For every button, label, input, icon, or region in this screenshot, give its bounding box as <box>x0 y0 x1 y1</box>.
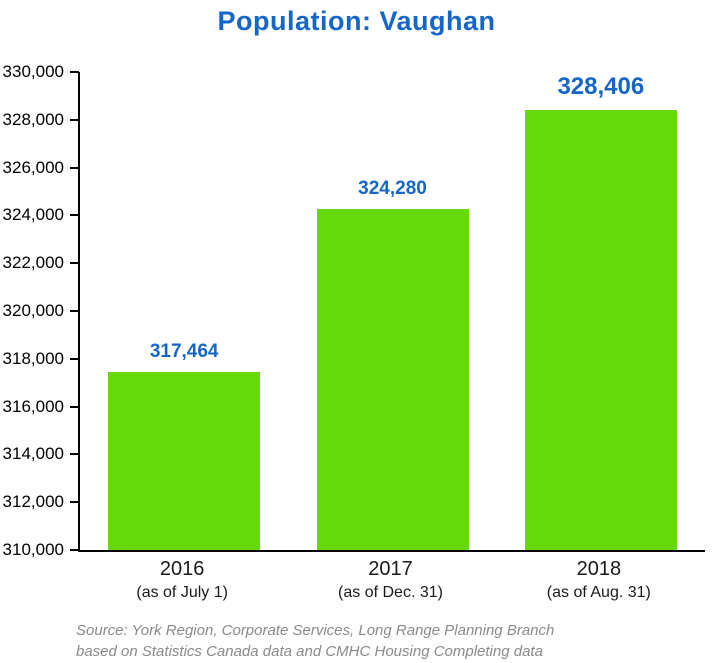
bar-column: 324,280 <box>316 72 469 550</box>
x-category-label: 2018 <box>576 558 622 580</box>
y-tick-mark <box>70 262 79 265</box>
y-tick-label: 320,000 <box>2 301 64 320</box>
bar-2017 <box>316 208 469 550</box>
plot-area: 317,464 324,280 328,406 <box>70 71 705 552</box>
bar-2018 <box>524 110 677 550</box>
y-tick-label: 314,000 <box>2 444 64 464</box>
x-axis-label: 2016 (as of July 1) <box>62 558 302 602</box>
y-tick-mark <box>70 357 79 360</box>
x-axis-label: 2017 (as of Dec. 31) <box>271 558 511 602</box>
y-tick-mark <box>70 166 79 169</box>
y-tick-label: 310,000 <box>2 540 64 559</box>
source-note: Source: York Region, Corporate Services,… <box>76 620 554 662</box>
x-axis: 2016 (as of July 1) 2017 (as of Dec. 31) 201… <box>78 554 703 612</box>
y-tick-mark <box>70 453 79 456</box>
source-line-2: based on Statistics Canada data and CMHC… <box>76 643 543 660</box>
y-tick-mark <box>70 405 79 408</box>
x-category-label: 2017 <box>368 558 413 580</box>
x-category-label: 2016 <box>159 558 205 580</box>
y-tick-mark <box>70 549 79 551</box>
y-tick-label: 326,000 <box>2 157 64 177</box>
y-tick-label: 312,000 <box>2 492 64 512</box>
source-line-1: Source: York Region, Corporate Services,… <box>76 622 555 639</box>
bar-value-label: 324,280 <box>358 177 427 199</box>
x-category-sublabel: (as of Dec. 31) <box>338 584 443 601</box>
y-tick-mark <box>70 214 79 217</box>
x-category-sublabel: (as of July 1) <box>136 584 228 601</box>
y-tick-label: 316,000 <box>2 396 64 416</box>
bar-value-label: 317,464 <box>149 340 219 362</box>
x-axis-label: 2018 (as of Aug. 31) <box>479 558 713 602</box>
y-tick-label: 324,000 <box>2 205 64 225</box>
y-tick-label: 328,000 <box>2 109 64 129</box>
y-tick-mark <box>70 71 79 73</box>
bar-value-label: 328,406 <box>557 73 645 101</box>
y-tick-label: 322,000 <box>2 253 64 273</box>
x-category-sublabel: (as of Aug. 31) <box>546 584 651 601</box>
bar-column: 328,406 <box>524 72 677 550</box>
y-tick-mark <box>70 118 79 121</box>
y-tick-label: 318,000 <box>2 348 64 368</box>
bar-column: 317,464 <box>108 72 261 550</box>
chart-title: Population: Vaughan <box>217 6 496 36</box>
y-tick-mark <box>70 310 79 312</box>
y-axis: 310,000 312,000 314,000 316,000 318,000 320,0… <box>0 62 68 559</box>
bar-2016 <box>108 371 261 550</box>
y-tick-label: 330,000 <box>2 62 64 81</box>
y-tick-mark <box>70 501 79 504</box>
